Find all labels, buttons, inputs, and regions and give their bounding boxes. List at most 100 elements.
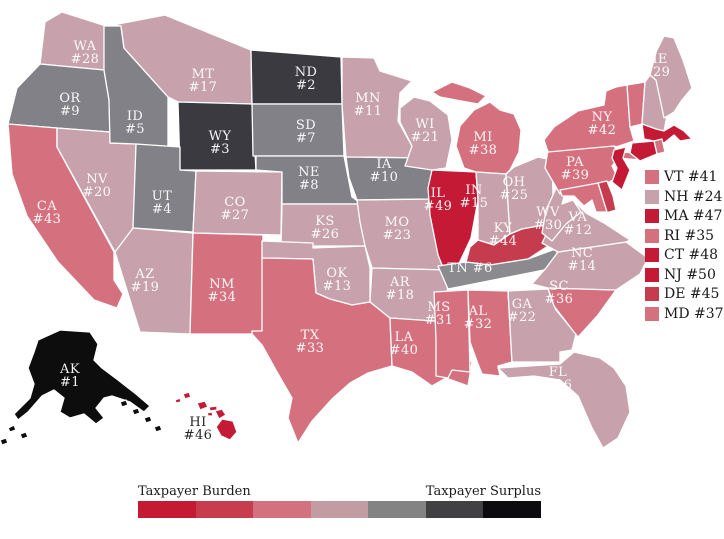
state-label-ME: ME #29 xyxy=(642,52,671,80)
state-shape-TX xyxy=(251,257,393,444)
state-TX xyxy=(251,257,393,444)
state-label-AL: AL #32 xyxy=(464,304,493,332)
state-label-AR: AR #18 xyxy=(386,275,415,303)
state-label-OK: OK #13 xyxy=(323,266,352,294)
state-label-KS: KS #26 xyxy=(311,214,340,242)
state-label-ID: ID #5 xyxy=(125,109,145,137)
gradient-legend-labels: Taxpayer Burden Taxpayer Surplus xyxy=(138,485,541,499)
state-label-CO: CO #27 xyxy=(221,195,250,223)
state-shape-MI xyxy=(431,81,487,105)
state-shape-AK xyxy=(13,329,151,425)
state-NC xyxy=(531,241,649,291)
state-shape-AK xyxy=(7,424,17,433)
gradient-segment-1 xyxy=(138,501,196,518)
state-MN xyxy=(341,56,431,159)
state-shape-AK xyxy=(0,437,9,446)
state-shape-HI xyxy=(174,397,182,404)
state-shape-MD xyxy=(559,182,608,213)
state-label-HI: HI #46 xyxy=(184,415,213,443)
state-label-TN: TN #6 xyxy=(447,261,492,276)
state-ME xyxy=(649,35,693,119)
state-label-IN: IN #15 xyxy=(460,183,489,211)
state-shape-HI xyxy=(215,418,238,441)
state-NJ xyxy=(611,146,631,191)
gradient-segment-6 xyxy=(425,501,484,518)
state-label-MI: MI #38 xyxy=(469,130,498,158)
legend-swatch xyxy=(645,228,659,243)
state-label-UT: UT #4 xyxy=(152,189,172,217)
state-label-IL: IL #49 xyxy=(424,186,453,214)
gradient-segment-5 xyxy=(368,501,426,518)
legend-swatch xyxy=(645,170,659,184)
legend-row-DE: DE #45 xyxy=(645,287,724,301)
state-shape-MN xyxy=(341,56,431,159)
legend-label: CT #48 xyxy=(664,247,719,263)
state-label-FL: FL #16 xyxy=(544,365,573,393)
legend-swatch xyxy=(645,248,659,262)
legend-label: MD #37 xyxy=(664,305,724,322)
state-shape-HI xyxy=(214,408,227,420)
state-MI xyxy=(431,81,522,175)
legend-row-CT: CT #48 xyxy=(645,248,724,262)
state-labels-layer: WA #28 OR #9 CA #43 NV #20 ID #5 MT #17 WY #3 UT #4 CO #2… xyxy=(33,39,671,443)
legend-label: RI #35 xyxy=(664,227,715,244)
state-label-LA: LA #40 xyxy=(390,330,419,358)
gradient-segment-3 xyxy=(253,501,311,518)
state-shape-AL xyxy=(467,289,513,377)
state-label-IA: IA #10 xyxy=(370,157,399,185)
state-label-MO: MO #23 xyxy=(383,215,412,243)
legend-label: NJ #50 xyxy=(664,266,716,283)
gradient-color-bar xyxy=(138,501,542,518)
state-label-OH: OH #25 xyxy=(500,175,529,203)
state-CT xyxy=(629,140,658,162)
state-shape-TN xyxy=(437,247,559,290)
state-label-VA: VA #12 xyxy=(564,210,593,238)
state-shape-AK xyxy=(153,424,163,433)
legend-row-MD: MD #37 xyxy=(645,305,724,322)
state-label-NY: NY #42 xyxy=(588,110,617,138)
state-label-AZ: AZ #19 xyxy=(131,267,160,295)
state-HI xyxy=(174,391,238,441)
state-label-NE: NE #8 xyxy=(298,165,320,193)
state-label-WA: WA #28 xyxy=(71,39,100,67)
gradient-legend-left-label: Taxpayer Burden xyxy=(138,484,251,499)
state-AL xyxy=(467,289,513,377)
state-shape-WV xyxy=(541,185,582,242)
state-TN xyxy=(437,247,559,290)
state-label-PA: PA #39 xyxy=(561,155,590,183)
gradient-segment-2 xyxy=(195,501,254,518)
state-shape-NY xyxy=(543,84,635,153)
state-label-MT: MT #17 xyxy=(189,67,218,95)
state-label-WY: WY #3 xyxy=(209,129,232,157)
state-shape-AK xyxy=(143,415,153,424)
gradient-legend-right-label: Taxpayer Surplus xyxy=(425,484,541,499)
state-shape-NC xyxy=(531,241,649,291)
state-label-GA: GA #22 xyxy=(508,297,537,325)
state-label-NM: NM #34 xyxy=(208,277,237,305)
state-shape-HI xyxy=(196,400,209,411)
state-label-WI: WI #21 xyxy=(411,117,440,145)
state-label-CA: CA #43 xyxy=(33,199,62,227)
state-shape-AK xyxy=(19,431,29,440)
state-AK xyxy=(0,329,163,446)
legend-swatch xyxy=(645,267,659,282)
legend-label: NH #24 xyxy=(664,188,723,205)
state-shape-AK xyxy=(119,399,129,408)
state-shape-WI xyxy=(399,96,453,171)
state-shape-HI xyxy=(206,411,214,417)
legend-row-MA: MA #47 xyxy=(645,209,724,223)
state-shape-HI xyxy=(182,391,192,400)
state-label-WV: WV #30 xyxy=(534,205,563,233)
state-shape-AK xyxy=(131,407,141,416)
state-label-OR: OR #9 xyxy=(59,91,81,119)
legend-swatch xyxy=(645,209,659,223)
legend-row-VT: VT #41 xyxy=(645,170,724,184)
state-shape-FL xyxy=(497,351,631,449)
state-WI xyxy=(399,96,453,171)
legend-row-NH: NH #24 xyxy=(645,188,724,205)
legend-row-NJ: NJ #50 xyxy=(645,266,724,283)
state-MA xyxy=(641,123,693,144)
state-label-KY: KY #44 xyxy=(489,221,518,249)
state-FL xyxy=(497,351,631,449)
